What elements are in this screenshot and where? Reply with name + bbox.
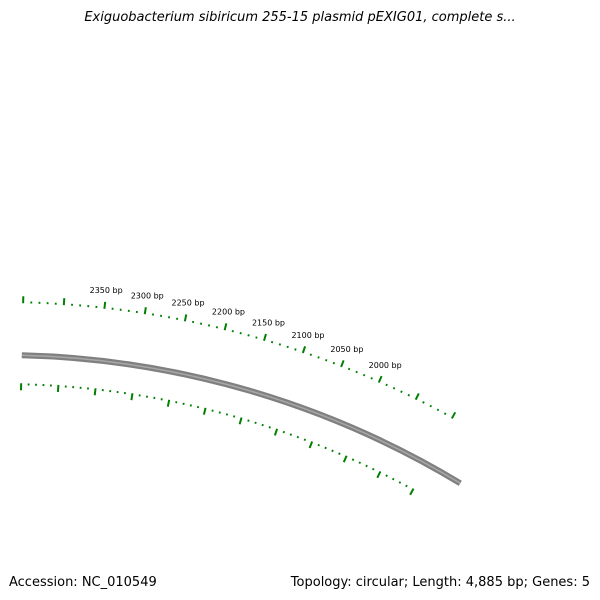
minor-tick <box>429 404 432 408</box>
minor-tick <box>261 423 264 427</box>
minor-tick <box>239 332 242 335</box>
minor-tick <box>296 435 300 439</box>
major-tick <box>342 455 348 463</box>
tick-label: 2250 bp <box>171 299 204 308</box>
tick-label-group: 2000 bp 2050 bp 2100 bp 2150 bp 2200 bp 2250 … <box>90 286 402 370</box>
minor-tick <box>331 449 334 453</box>
major-tick <box>103 301 107 309</box>
minor-tick <box>294 348 297 351</box>
minor-tick <box>407 393 411 397</box>
inner-tick-ring <box>19 383 415 496</box>
major-tick <box>301 346 307 354</box>
minor-tick <box>325 358 328 362</box>
major-tick <box>238 417 243 425</box>
major-tick <box>183 314 188 322</box>
major-tick <box>340 360 345 368</box>
minor-tick <box>385 383 388 387</box>
minor-tick <box>255 336 258 339</box>
tick-label: 2000 bp <box>369 361 402 370</box>
tick-label: 2150 bp <box>252 318 285 327</box>
major-tick <box>450 411 457 419</box>
minor-tick <box>278 343 282 346</box>
minor-tick <box>270 340 274 344</box>
minor-tick <box>443 412 447 415</box>
minor-tick <box>370 377 373 380</box>
map-title: Exiguobacterium sibiricum 255-15 plasmid… <box>84 10 516 25</box>
minor-tick <box>355 370 358 374</box>
tick-label: 2300 bp <box>131 291 164 300</box>
minor-tick <box>317 443 320 447</box>
major-tick <box>409 488 415 496</box>
minor-tick <box>385 474 388 477</box>
minor-tick <box>338 452 341 455</box>
minor-tick <box>392 386 396 390</box>
minor-tick <box>225 413 229 416</box>
minor-tick <box>303 438 307 442</box>
major-tick <box>166 399 171 407</box>
backbone-arc <box>21 352 462 486</box>
minor-tick <box>351 458 355 461</box>
minor-tick <box>400 390 403 394</box>
outer-tick-ring <box>22 296 457 419</box>
major-tick <box>414 392 420 401</box>
minor-tick <box>422 401 425 404</box>
major-tick <box>377 375 383 383</box>
minor-tick <box>372 467 375 471</box>
tick-label: 2350 bp <box>90 286 123 295</box>
sequence-summary: Topology: circular; Length: 4,885 bp; Ge… <box>290 575 590 590</box>
minor-tick <box>286 345 289 349</box>
minor-tick <box>247 419 250 422</box>
minor-tick <box>218 411 221 414</box>
tick-label: 2050 bp <box>330 345 363 354</box>
minor-tick <box>317 356 320 359</box>
minor-tick <box>232 415 236 418</box>
minor-tick <box>358 461 362 465</box>
minor-tick <box>247 334 250 337</box>
minor-tick <box>436 408 440 412</box>
major-tick <box>143 307 147 315</box>
major-tick <box>93 388 97 396</box>
minor-tick <box>254 421 257 425</box>
backbone-highlight <box>21 354 461 484</box>
major-tick <box>130 393 134 401</box>
minor-tick <box>282 430 286 434</box>
major-tick <box>308 441 314 449</box>
minor-tick <box>365 464 368 468</box>
minor-tick <box>332 361 336 365</box>
tick-label: 2100 bp <box>291 331 324 340</box>
minor-tick <box>268 426 271 429</box>
major-tick <box>263 333 267 342</box>
accession-label: Accession: NC_010549 <box>9 575 157 590</box>
major-tick <box>223 323 228 331</box>
minor-tick <box>398 481 402 484</box>
major-tick <box>273 428 279 436</box>
minor-tick <box>392 477 395 481</box>
minor-tick <box>309 353 313 356</box>
minor-tick <box>362 373 366 377</box>
minor-tick <box>324 446 327 450</box>
minor-tick <box>405 484 408 488</box>
major-tick <box>376 471 382 479</box>
tick-label: 2200 bp <box>212 308 245 317</box>
minor-tick <box>289 433 293 436</box>
minor-tick <box>347 367 351 371</box>
major-tick <box>202 407 207 415</box>
